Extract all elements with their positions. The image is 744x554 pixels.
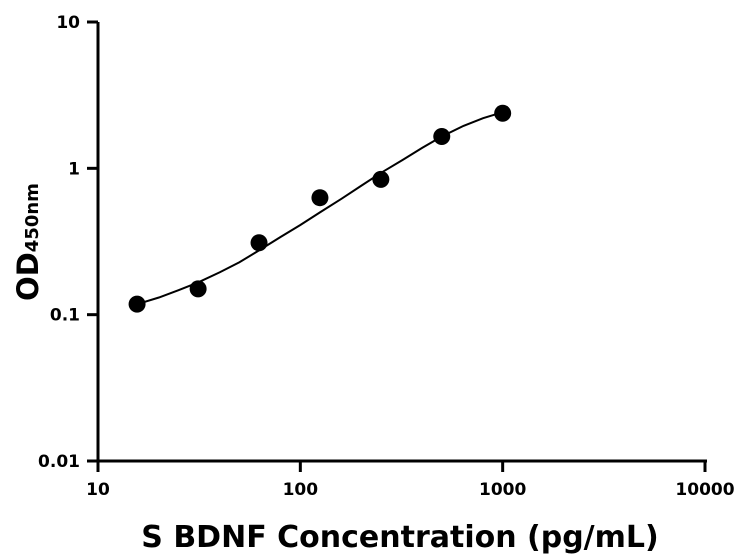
- y-tick-label: 1: [68, 159, 80, 179]
- x-tick-label: 10000: [675, 480, 734, 500]
- y-axis-ticks: 0.01 0.1 1 10: [38, 13, 98, 472]
- data-points: [128, 104, 512, 313]
- y-axis-title-subscript: 450nm: [22, 183, 43, 252]
- data-point: [311, 189, 329, 207]
- data-point: [433, 128, 451, 146]
- x-tick-label: 1000: [479, 480, 526, 500]
- data-point: [372, 170, 390, 188]
- data-point: [128, 295, 146, 313]
- y-axis-title-main: OD: [11, 252, 45, 301]
- x-tick-label: 10: [86, 480, 110, 500]
- x-axis-ticks: 10 100 1000 10000: [86, 461, 735, 500]
- data-point: [189, 280, 207, 298]
- y-tick-label: 0.01: [38, 452, 80, 472]
- data-point: [250, 234, 268, 252]
- y-tick-label: 10: [56, 13, 80, 33]
- y-axis-title: OD450nm: [11, 183, 45, 301]
- x-axis-title: S BDNF Concentration (pg/mL): [141, 520, 658, 554]
- data-point: [494, 104, 512, 122]
- x-tick-label: 100: [283, 480, 319, 500]
- y-tick-label: 0.1: [50, 306, 80, 326]
